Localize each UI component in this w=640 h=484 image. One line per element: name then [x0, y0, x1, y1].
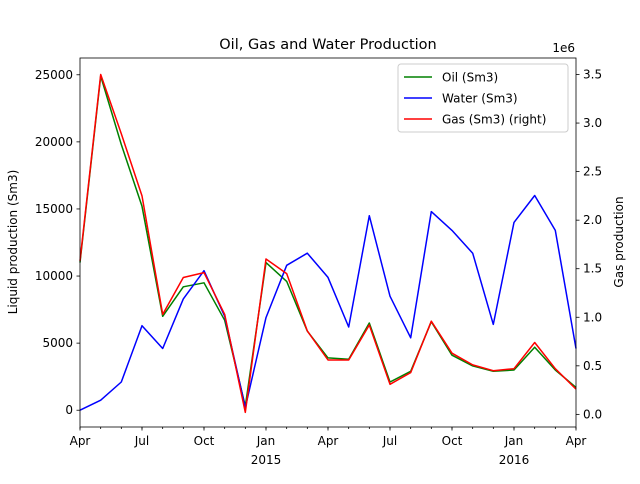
legend: Oil (Sm3) Water (Sm3) Gas (Sm3) (right) — [397, 63, 569, 133]
axes-frame — [79, 57, 577, 428]
y2-tick-label: 2.5 — [583, 165, 602, 179]
x-tick-year-label: 2016 — [499, 453, 530, 467]
y-tick-label: 25000 — [35, 68, 73, 82]
series-line-gas-sm3-right — [79, 73, 577, 414]
y-axis-label: Liquid production (Sm3) — [6, 170, 20, 315]
y2-tick-label: 1.0 — [583, 310, 602, 324]
legend-label: Oil (Sm3) — [442, 71, 498, 85]
series-line-water-sm3 — [79, 194, 577, 411]
x-tick-label: Apr — [566, 434, 587, 448]
y-tick-label: 10000 — [35, 269, 73, 283]
plot-area: Apr Jul Oct Jan 2015 Apr Jul Oct Jan 2016 Apr 0 5000… — [35, 57, 602, 467]
y-tick-label: 15000 — [35, 202, 73, 216]
legend-label: Gas (Sm3) (right) — [442, 113, 546, 127]
legend-label: Water (Sm3) — [442, 92, 518, 106]
legend-box — [397, 63, 569, 133]
x-tick-label: Jan — [504, 434, 524, 448]
y-tick-label: 5000 — [42, 336, 73, 350]
y2-tick-label: 0.0 — [583, 407, 602, 421]
y2-tick-label: 3.5 — [583, 68, 602, 82]
x-tick-label: Oct — [194, 434, 215, 448]
x-tick-label: Jul — [382, 434, 397, 448]
y2-tick-label: 0.5 — [583, 359, 602, 373]
y-tick-label: 0 — [65, 403, 73, 417]
y2-tick-label: 3.0 — [583, 116, 602, 130]
y2-axis-label: Gas production — [612, 196, 626, 287]
x-tick-label: Apr — [70, 434, 91, 448]
chart-title: Oil, Gas and Water Production — [219, 37, 436, 53]
x-tick-label: Apr — [318, 434, 339, 448]
y-tick-label: 20000 — [35, 135, 73, 149]
x-tick-label: Jan — [256, 434, 276, 448]
y2-axis-multiplier: 1e6 — [552, 41, 575, 55]
x-tick-year-label: 2015 — [251, 453, 282, 467]
y2-tick-label: 1.5 — [583, 262, 602, 276]
x-tick-label: Jul — [134, 434, 149, 448]
x-tick-label: Oct — [442, 434, 463, 448]
y2-tick-label: 2.0 — [583, 213, 602, 227]
